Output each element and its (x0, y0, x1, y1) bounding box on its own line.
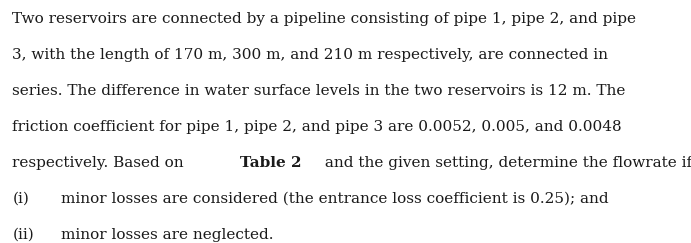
Text: Table 2: Table 2 (240, 156, 302, 170)
Text: Two reservoirs are connected by a pipeline consisting of pipe 1, pipe 2, and pip: Two reservoirs are connected by a pipeli… (12, 12, 636, 26)
Text: minor losses are considered (the entrance loss coefficient is 0.25); and: minor losses are considered (the entranc… (61, 192, 609, 206)
Text: (i): (i) (12, 192, 29, 206)
Text: friction coefficient for pipe 1, pipe 2, and pipe 3 are 0.0052, 0.005, and 0.004: friction coefficient for pipe 1, pipe 2,… (12, 120, 622, 134)
Text: series. The difference in water surface levels in the two reservoirs is 12 m. Th: series. The difference in water surface … (12, 84, 626, 98)
Text: (ii): (ii) (12, 228, 34, 242)
Text: and the given setting, determine the flowrate if:: and the given setting, determine the flo… (319, 156, 691, 170)
Text: minor losses are neglected.: minor losses are neglected. (61, 228, 274, 242)
Text: 3, with the length of 170 m, 300 m, and 210 m respectively, are connected in: 3, with the length of 170 m, 300 m, and … (12, 48, 609, 62)
Text: respectively. Based on: respectively. Based on (12, 156, 189, 170)
